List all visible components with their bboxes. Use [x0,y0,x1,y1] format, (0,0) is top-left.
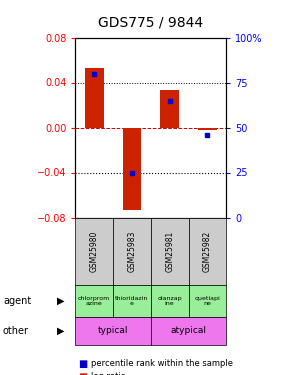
Text: ▶: ▶ [57,326,65,336]
Text: chlorprom
azine: chlorprom azine [78,296,110,306]
Text: GSM25981: GSM25981 [165,231,174,272]
Text: thioridazin
e: thioridazin e [115,296,149,306]
Bar [122,128,142,210]
Text: atypical: atypical [171,326,206,336]
Text: GSM25982: GSM25982 [203,231,212,272]
Text: GSM25980: GSM25980 [90,231,99,272]
Text: ■: ■ [78,372,88,375]
Bar [160,90,179,128]
Text: olanzap
ine: olanzap ine [157,296,182,306]
Text: quetiapi
ne: quetiapi ne [195,296,220,306]
Text: typical: typical [98,326,128,336]
Text: agent: agent [3,296,31,306]
Text: GDS775 / 9844: GDS775 / 9844 [98,15,203,29]
Bar [198,128,217,130]
Text: GSM25983: GSM25983 [127,231,137,272]
Text: log ratio: log ratio [91,372,126,375]
Text: other: other [3,326,29,336]
Text: ▶: ▶ [57,296,65,306]
Bar [85,68,104,128]
Text: percentile rank within the sample: percentile rank within the sample [91,359,233,368]
Text: ■: ■ [78,359,88,369]
